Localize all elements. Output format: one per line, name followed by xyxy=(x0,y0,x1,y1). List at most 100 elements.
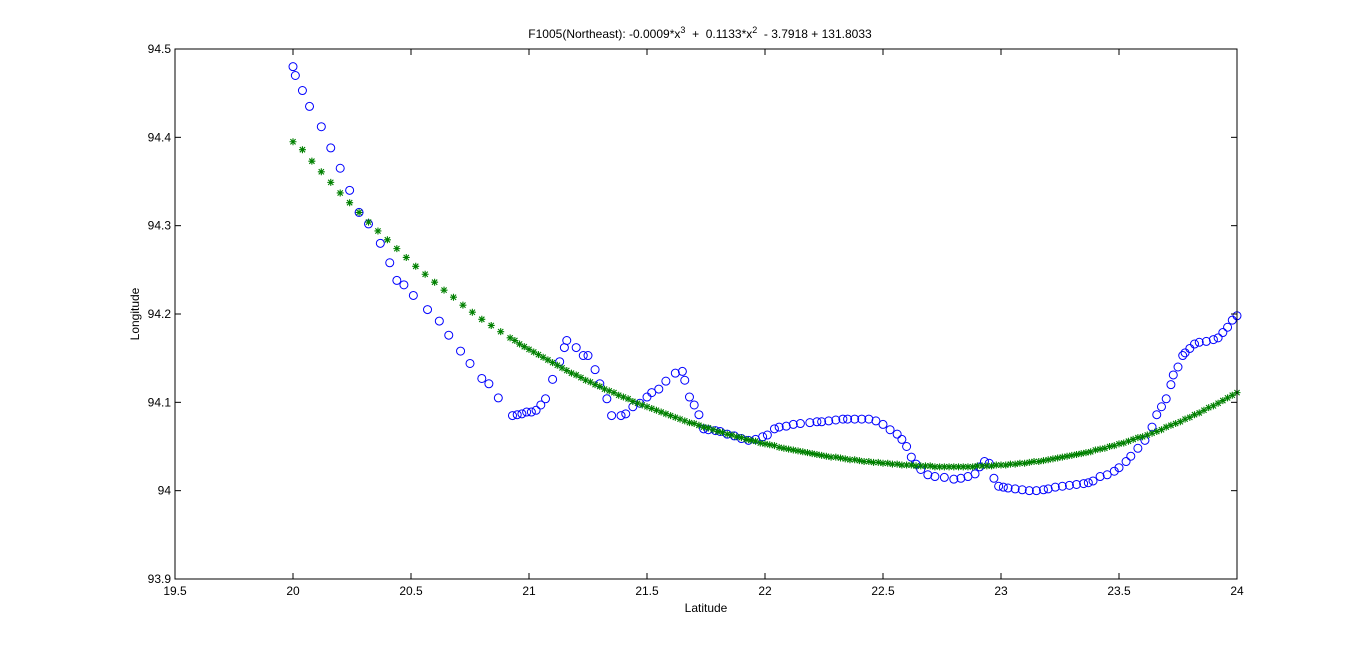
data-point-asterisk xyxy=(393,245,401,253)
data-point-asterisk xyxy=(596,382,604,390)
data-point-asterisk xyxy=(1068,451,1076,459)
data-point-asterisk xyxy=(1219,397,1227,405)
data-point-asterisk xyxy=(775,443,783,451)
y-tick-label: 94.4 xyxy=(148,130,172,144)
data-point-asterisk xyxy=(1002,461,1010,469)
data-point-circle xyxy=(1213,333,1223,343)
data-point-asterisk xyxy=(643,403,651,411)
data-point-circle xyxy=(345,185,355,195)
data-point-asterisk xyxy=(766,441,774,449)
data-point-asterisk xyxy=(917,462,925,470)
data-point-circle xyxy=(949,474,959,484)
data-point-asterisk xyxy=(1039,457,1047,465)
data-point-asterisk xyxy=(1143,431,1151,439)
data-point-circle xyxy=(1208,335,1218,345)
data-point-asterisk xyxy=(955,463,963,471)
data-point-asterisk xyxy=(534,351,542,359)
data-point-asterisk xyxy=(888,460,896,468)
data-point-asterisk xyxy=(572,371,580,379)
data-point-circle xyxy=(616,411,626,421)
data-point-asterisk xyxy=(747,436,755,444)
data-point-circle xyxy=(1133,443,1143,453)
data-point-asterisk xyxy=(903,461,911,469)
data-point-circle xyxy=(531,405,541,415)
data-point-asterisk xyxy=(1030,458,1038,466)
data-point-asterisk xyxy=(997,461,1005,469)
data-point-asterisk xyxy=(988,462,996,470)
data-point-circle xyxy=(1003,483,1013,493)
data-point-circle xyxy=(444,330,454,340)
data-point-circle xyxy=(512,410,522,420)
data-point-asterisk xyxy=(1205,404,1213,412)
data-point-asterisk xyxy=(714,427,722,435)
data-point-asterisk xyxy=(832,453,840,461)
data-point-asterisk xyxy=(421,270,429,278)
data-point-circle xyxy=(477,373,487,383)
data-point-asterisk xyxy=(742,435,750,443)
data-point-asterisk xyxy=(785,445,793,453)
data-point-circle xyxy=(484,379,494,389)
data-point-asterisk xyxy=(912,462,920,470)
data-point-circle xyxy=(354,207,364,217)
data-point-asterisk xyxy=(1110,442,1118,450)
data-point-circle xyxy=(1190,339,1200,349)
data-point-asterisk xyxy=(719,428,727,436)
x-axis: 19.5 20 20.5 21 21.5 22 22.5 23 23.5 24 xyxy=(163,49,1244,598)
data-point-circle xyxy=(781,421,791,431)
data-point-circle xyxy=(677,366,687,376)
data-point-circle xyxy=(590,365,600,375)
data-point-asterisk xyxy=(851,456,859,464)
data-point-asterisk xyxy=(813,450,821,458)
data-point-circle xyxy=(843,414,853,424)
data-point-asterisk xyxy=(327,178,335,186)
data-point-asterisk xyxy=(884,459,892,467)
x-tick-label: 20.5 xyxy=(399,584,423,598)
data-point-circle xyxy=(1168,370,1178,380)
data-point-asterisk xyxy=(1006,460,1014,468)
x-tick-label: 24 xyxy=(1230,584,1244,598)
data-point-circle xyxy=(892,429,902,439)
data-point-circle xyxy=(507,411,517,421)
data-point-circle xyxy=(375,238,385,248)
data-point-circle xyxy=(930,472,940,482)
data-point-asterisk xyxy=(1063,452,1071,460)
data-point-asterisk xyxy=(1096,445,1104,453)
data-point-asterisk xyxy=(355,208,363,216)
data-point-circle xyxy=(680,375,690,385)
data-point-asterisk xyxy=(936,463,944,471)
y-tick-label: 93.9 xyxy=(148,572,172,586)
data-point-asterisk xyxy=(1101,444,1109,452)
data-point-asterisk xyxy=(1176,418,1184,426)
data-point-asterisk xyxy=(539,353,547,361)
data-point-asterisk xyxy=(803,449,811,457)
data-point-asterisk xyxy=(662,410,670,418)
data-point-circle xyxy=(795,419,805,429)
data-point-circle xyxy=(824,416,834,426)
data-point-circle xyxy=(694,410,704,420)
data-point-circle xyxy=(1024,486,1034,496)
data-point-asterisk xyxy=(478,315,486,323)
data-point-circle xyxy=(1017,485,1027,495)
data-point-circle xyxy=(1057,481,1067,491)
data-point-circle xyxy=(493,393,503,403)
data-point-asterisk xyxy=(459,301,467,309)
data-point-asterisk xyxy=(1120,439,1128,447)
data-point-asterisk xyxy=(973,462,981,470)
data-point-asterisk xyxy=(827,453,835,461)
data-point-asterisk xyxy=(1157,426,1165,434)
data-point-circle xyxy=(423,305,433,315)
chart-title-suffix: - 3.7918 + 131.8033 xyxy=(757,27,872,41)
data-point-asterisk xyxy=(530,348,538,356)
data-point-circle xyxy=(1102,470,1112,480)
data-point-circle xyxy=(1064,480,1074,490)
data-point-asterisk xyxy=(667,412,675,420)
data-point-asterisk xyxy=(1195,409,1203,417)
data-point-asterisk xyxy=(549,359,557,367)
data-point-asterisk xyxy=(1129,435,1137,443)
data-point-circle xyxy=(408,290,418,300)
data-point-asterisk xyxy=(676,415,684,423)
data-point-asterisk xyxy=(1228,391,1236,399)
data-point-circle xyxy=(392,275,402,285)
data-point-circle xyxy=(689,400,699,410)
